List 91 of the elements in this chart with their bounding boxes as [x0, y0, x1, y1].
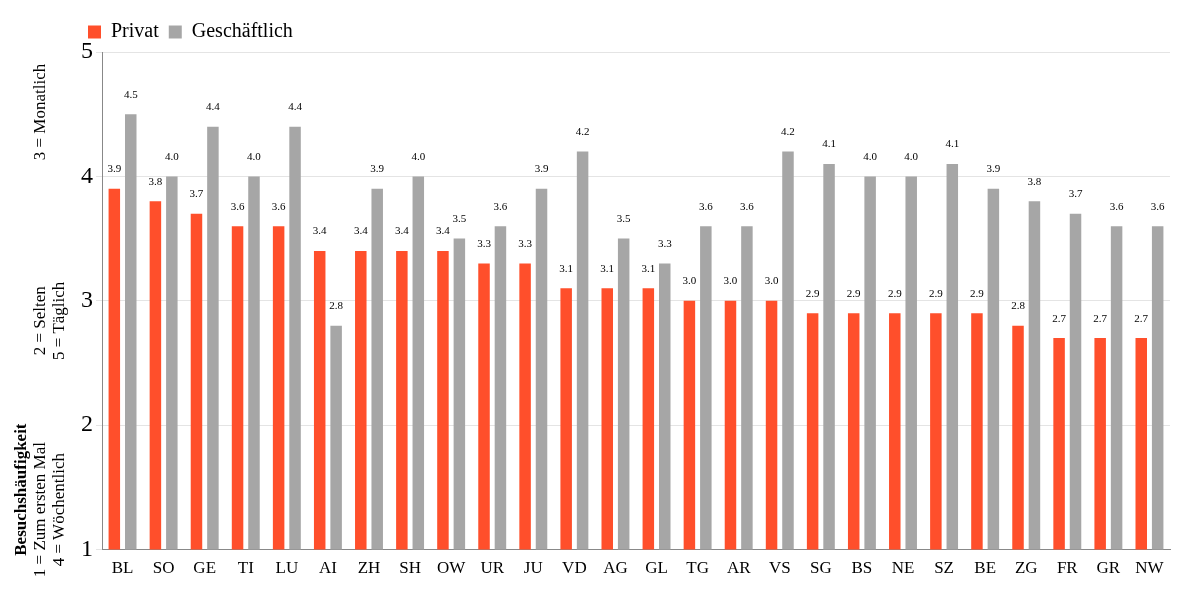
legend-label: Geschäftlich — [191, 19, 293, 42]
data-label: 2.7 — [1134, 311, 1149, 324]
data-label: 4.0 — [863, 149, 878, 162]
text: 3 = Monatlich — [30, 63, 50, 161]
x-tick-label: GL — [645, 558, 668, 578]
y-tick-label: 1 — [81, 534, 93, 561]
data-label: 3.6 — [740, 199, 755, 212]
x-tick-label: SZ — [934, 558, 954, 578]
legend-label: Privat — [111, 19, 160, 42]
x-tick-label: UR — [480, 558, 505, 578]
data-label: 3.6 — [1109, 199, 1124, 212]
data-label: 4.2 — [575, 124, 590, 137]
x-tick-label: NW — [1135, 558, 1165, 578]
data-label: 3.0 — [723, 274, 738, 287]
y-axis-title: Besuchshäufigkeit — [11, 423, 31, 556]
x-tick-label: BL — [111, 558, 134, 578]
data-label: 3.7 — [189, 187, 204, 200]
data-label: 4.0 — [411, 149, 426, 162]
data-label: 4.0 — [904, 149, 919, 162]
text: 4 = Wöchentlich — [49, 452, 69, 567]
data-label: 3.9 — [370, 162, 385, 175]
x-tick-label: LU — [275, 558, 299, 578]
data-label: 3.5 — [452, 211, 467, 224]
data-label: 3.4 — [312, 224, 328, 237]
x-tick-label: SH — [399, 558, 421, 578]
x-tick-label: AR — [726, 558, 752, 578]
data-label: 3.9 — [986, 162, 1001, 175]
data-label: 3.0 — [764, 274, 779, 287]
data-label: 2.9 — [805, 286, 821, 299]
data-label: 3.6 — [1150, 199, 1166, 212]
x-tick-label: NE — [891, 558, 915, 578]
x-tick-label: TI — [237, 558, 255, 578]
x-tick-label: SG — [809, 558, 832, 578]
data-label: 3.8 — [1027, 174, 1042, 187]
data-label: 3.6 — [698, 199, 714, 212]
data-label: 4.4 — [206, 100, 221, 113]
data-label: 3.9 — [534, 162, 549, 175]
x-tick-label: AI — [318, 558, 338, 578]
x-tick-label: TG — [686, 558, 709, 578]
y-tick-label: 4 — [81, 161, 93, 188]
y-tick-label: 3 — [81, 286, 93, 313]
x-tick-label: JU — [523, 558, 543, 578]
data-label: 3.4 — [394, 224, 410, 237]
data-label: 4.1 — [945, 137, 960, 150]
y-tick-label: 2 — [81, 410, 93, 437]
data-label: 2.9 — [928, 286, 944, 299]
data-label: 2.9 — [887, 286, 903, 299]
data-label: 2.7 — [1093, 311, 1108, 324]
x-tick-label: GE — [193, 558, 217, 578]
text: 5 = Täglich — [49, 281, 69, 360]
data-label: 4.2 — [781, 124, 795, 137]
text: 1 = Zum ersten Mal — [30, 441, 50, 578]
x-tick-label: AG — [603, 558, 628, 578]
data-label: 3.6 — [230, 199, 245, 212]
data-label: 3.5 — [616, 211, 632, 224]
data-label: 3.0 — [682, 274, 697, 287]
data-label: 3.3 — [657, 236, 673, 249]
x-tick-label: ZH — [357, 558, 381, 578]
data-label: 3.3 — [518, 236, 533, 249]
x-tick-label: GR — [1096, 558, 1121, 578]
x-tick-label: ZG — [1014, 558, 1038, 578]
data-label: 3.1 — [600, 261, 615, 274]
data-label: 3.6 — [271, 199, 287, 212]
data-label: 3.3 — [477, 236, 492, 249]
data-label: 4.0 — [164, 149, 180, 162]
data-label: 3.8 — [148, 174, 163, 187]
x-tick-label: BS — [851, 558, 873, 578]
text: 2 = Selten — [30, 285, 50, 356]
data-label: 4.5 — [123, 87, 139, 100]
data-label: 2.8 — [329, 299, 344, 312]
data-label: 3.7 — [1068, 187, 1083, 200]
data-label: 2.9 — [970, 286, 985, 299]
data-label: 3.1 — [641, 261, 656, 274]
data-label: 3.4 — [353, 224, 369, 237]
data-label: 2.8 — [1011, 299, 1026, 312]
data-label: 2.9 — [846, 286, 862, 299]
x-tick-label: VS — [768, 558, 791, 578]
data-label: 3.1 — [559, 261, 574, 274]
data-label: 3.6 — [493, 199, 508, 212]
x-tick-label: BE — [974, 558, 997, 578]
x-tick-label: FR — [1056, 558, 1079, 578]
data-label: 4.0 — [247, 149, 262, 162]
y-tick-label: 5 — [81, 37, 93, 64]
data-label: 3.4 — [436, 224, 451, 237]
x-tick-label: SO — [152, 558, 175, 578]
x-tick-label: OW — [436, 558, 467, 578]
data-label: 4.4 — [288, 100, 303, 113]
x-tick-label: VD — [562, 558, 587, 578]
data-label: 3.9 — [107, 162, 122, 175]
data-label: 2.7 — [1052, 311, 1067, 324]
data-label: 4.1 — [822, 137, 836, 150]
